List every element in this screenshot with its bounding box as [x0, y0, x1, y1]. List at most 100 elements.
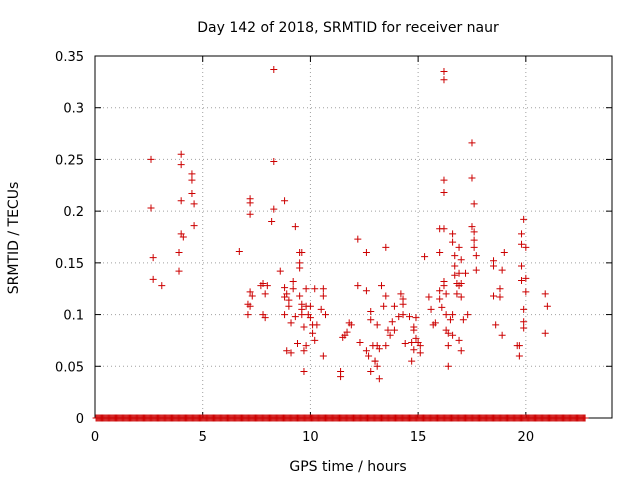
data-point — [436, 287, 444, 295]
data-point — [147, 155, 155, 163]
data-point — [522, 288, 530, 296]
data-point — [408, 357, 416, 365]
data-point — [285, 302, 293, 310]
data-point — [302, 342, 310, 350]
data-point — [382, 243, 390, 251]
data-point — [188, 190, 196, 198]
data-point — [321, 311, 329, 319]
data-point — [436, 249, 444, 257]
x-axis-label: GPS time / hours — [289, 459, 406, 475]
data-point — [384, 326, 392, 334]
data-point — [453, 290, 461, 298]
y-tick-label: 0.25 — [55, 153, 84, 168]
data-point — [149, 254, 157, 262]
data-point — [520, 215, 528, 223]
data-point — [365, 352, 373, 360]
data-point — [289, 277, 297, 285]
data-point — [317, 305, 325, 313]
data-point — [500, 249, 508, 257]
data-point — [543, 302, 551, 310]
data-point — [492, 321, 500, 329]
data-point — [367, 367, 375, 375]
data-point — [412, 314, 420, 322]
data-point — [390, 302, 398, 310]
data-point — [270, 157, 278, 165]
data-point — [518, 240, 526, 248]
data-point — [158, 282, 166, 290]
data-point — [188, 170, 196, 178]
data-point — [246, 288, 254, 296]
y-tick-label: 0.05 — [55, 360, 84, 375]
data-point — [408, 338, 416, 346]
data-point — [259, 280, 267, 288]
data-point — [276, 267, 284, 275]
data-point — [459, 316, 467, 324]
data-point — [518, 262, 526, 270]
data-point — [541, 329, 549, 337]
data-point — [270, 65, 278, 73]
data-point — [175, 249, 183, 257]
data-point — [470, 243, 478, 251]
data-point — [451, 262, 459, 270]
data-point — [390, 326, 398, 334]
data-point — [440, 189, 448, 197]
data-point — [190, 222, 198, 230]
data-points — [92, 65, 589, 422]
data-point — [291, 313, 299, 321]
data-point — [455, 269, 463, 277]
data-point — [464, 311, 472, 319]
data-point — [177, 161, 185, 169]
data-point — [246, 302, 254, 310]
data-point — [444, 342, 452, 350]
data-point — [281, 311, 289, 319]
data-point — [268, 217, 276, 225]
data-point — [373, 362, 381, 370]
data-point — [375, 345, 383, 353]
data-point — [300, 323, 308, 331]
data-point — [300, 347, 308, 355]
data-point — [438, 303, 446, 311]
data-point — [440, 176, 448, 184]
data-point — [283, 347, 291, 355]
data-point — [291, 223, 299, 231]
data-point — [425, 293, 433, 301]
data-point — [518, 276, 526, 284]
data-point — [382, 292, 390, 300]
data-point — [375, 375, 383, 383]
data-point — [367, 307, 375, 315]
data-point — [520, 318, 528, 326]
y-tick-label: 0.15 — [55, 257, 84, 272]
data-point — [283, 290, 291, 298]
data-point — [431, 319, 439, 327]
data-point — [449, 331, 457, 339]
data-point — [378, 282, 386, 290]
data-point — [246, 199, 254, 207]
data-point — [470, 236, 478, 244]
data-point — [470, 228, 478, 236]
data-point — [298, 249, 306, 257]
data-point — [490, 262, 498, 270]
axis-ticks: 0 5 10 15 20 0 0.05 0.1 0.15 0.2 0.25 0.3 0.35 — [55, 50, 612, 445]
data-point — [449, 238, 457, 246]
data-point — [248, 292, 256, 300]
data-point — [401, 340, 409, 348]
data-point — [309, 329, 317, 337]
data-point — [306, 302, 314, 310]
data-point — [416, 349, 424, 357]
data-point — [440, 76, 448, 84]
y-tick-label: 0.1 — [63, 309, 84, 324]
data-point — [147, 204, 155, 212]
data-point — [455, 243, 463, 251]
data-point — [442, 311, 450, 319]
data-point — [313, 321, 321, 329]
data-point — [281, 284, 289, 292]
data-point — [371, 357, 379, 365]
data-point — [496, 293, 504, 301]
data-point — [296, 292, 304, 300]
data-point — [399, 300, 407, 308]
data-point — [462, 269, 470, 277]
data-point — [285, 296, 293, 304]
data-point — [436, 295, 444, 303]
chart-title: Day 142 of 2018, SRMTID for receiver nau… — [197, 20, 499, 36]
